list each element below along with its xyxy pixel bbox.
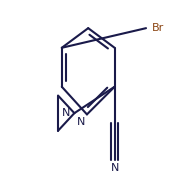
Text: N: N: [110, 164, 119, 174]
Text: Br: Br: [152, 23, 165, 33]
Text: N: N: [62, 108, 71, 118]
Text: N: N: [76, 117, 85, 127]
